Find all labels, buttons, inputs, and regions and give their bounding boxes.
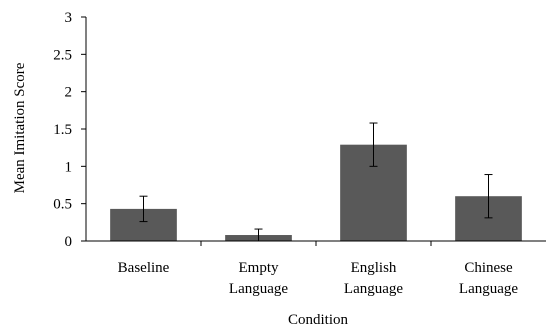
x-tick-label-line: Language [344,281,403,297]
x-tick-label-line: Baseline [118,260,170,276]
y-tick-label: 0.5 [53,197,72,213]
x-tick-label: Chinese Language [459,260,518,297]
x-tick-label: Empty Language [229,260,288,297]
x-tick-label: English Language [344,260,403,297]
x-tick-label-line: Language [229,281,288,297]
y-tick-label: 3 [65,10,73,26]
y-axis-label: Mean Imitation Score [12,62,28,193]
y-ticks-group: 0 0.5 1 1.5 2 2.5 3 [53,10,86,250]
x-tick-label-line: Empty [239,260,279,276]
y-tick-label: 2 [65,85,73,101]
error-bars-group [139,122,493,242]
x-tick-label-line: Language [459,281,518,297]
y-tick-label: 1.5 [53,122,72,138]
y-tick-label: 1 [65,159,73,175]
y-tick-label: 2.5 [53,47,72,63]
y-tick-label: 0 [65,234,73,250]
x-tick-label: Baseline [118,260,170,276]
bars-group [110,144,522,241]
x-tick-label-line: Chinese [464,260,513,276]
x-axis-label: Condition [288,312,349,326]
x-tick-label-line: English [351,260,397,276]
